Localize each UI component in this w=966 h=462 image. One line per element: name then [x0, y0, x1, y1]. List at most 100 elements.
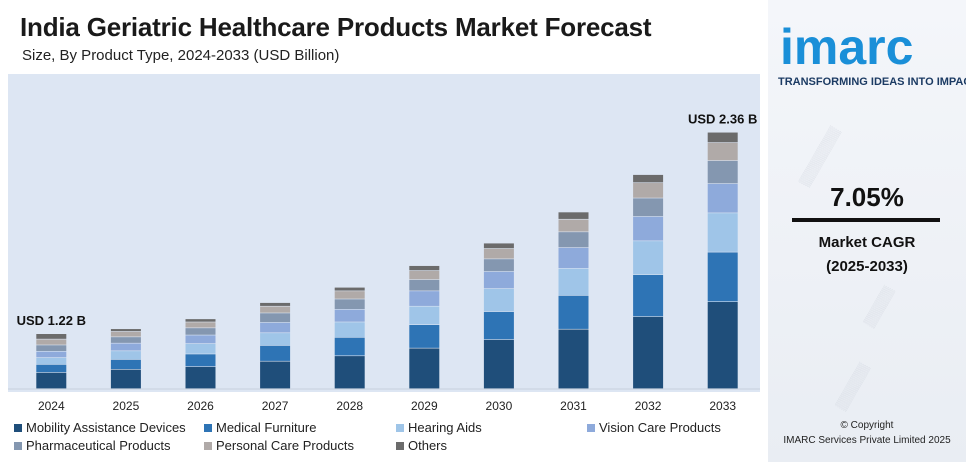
legend-swatch	[396, 441, 404, 450]
legend-label: Vision Care Products	[599, 420, 721, 435]
bar-segment-2031-6	[558, 219, 589, 232]
logo-text: imarc	[780, 19, 913, 74]
bar-segment-2025-7	[110, 329, 141, 332]
cagr-value: 7.05%	[830, 182, 904, 212]
legend-label: Personal Care Products	[216, 438, 355, 453]
bar-segment-2024-1	[36, 372, 67, 389]
x-tick-label-2030: 2030	[486, 399, 513, 413]
bar-segment-2024-4	[36, 351, 67, 358]
bar-segment-2032-5	[633, 198, 664, 217]
bar-segment-2031-1	[558, 329, 589, 389]
legend-item: Hearing Aids	[396, 420, 482, 435]
info-panel: ▒▒▒▒▒▒▒▒▒ ▒▒▒▒▒▒ ▒▒▒▒▒▒▒ imarc TRANSFORM…	[768, 0, 966, 462]
legend-item: Medical Furniture	[204, 420, 316, 435]
brand-tagline: TRANSFORMING IDEAS INTO IMPACT	[778, 76, 966, 88]
x-tick-label-2026: 2026	[187, 399, 214, 413]
bar-segment-2029-5	[409, 279, 440, 291]
bar-segment-2032-3	[633, 241, 664, 275]
bar-segment-2031-4	[558, 247, 589, 269]
x-tick-label-2028: 2028	[336, 399, 363, 413]
legend-swatch	[14, 441, 22, 450]
bar-segment-2033-4	[707, 183, 738, 213]
watermark-decoration: ▒▒▒▒▒▒▒▒▒	[798, 125, 843, 189]
bar-segment-2032-7	[633, 174, 664, 183]
bar-segment-2026-6	[185, 322, 216, 328]
legend-item: Vision Care Products	[587, 420, 721, 435]
bar-segment-2031-5	[558, 232, 589, 248]
bar-segment-2030-1	[483, 339, 514, 389]
bar-segment-2031-3	[558, 268, 589, 296]
bar-segment-2027-7	[260, 302, 291, 306]
cagr-label: Market CAGR	[818, 234, 916, 251]
bar-segment-2030-3	[483, 288, 514, 312]
bar-segment-2025-5	[110, 337, 141, 343]
bar-segment-2025-4	[110, 343, 141, 351]
x-tick-label-2024: 2024	[38, 399, 65, 413]
bar-segment-2032-1	[633, 316, 664, 389]
watermark-decoration: ▒▒▒▒▒▒▒	[834, 361, 872, 413]
legend-item: Personal Care Products	[204, 438, 354, 453]
chart-subtitle: Size, By Product Type, 2024-2033 (USD Bi…	[22, 47, 340, 64]
x-tick-label-2029: 2029	[411, 399, 438, 413]
copyright-line-1: © Copyright	[840, 420, 894, 431]
cagr-period: (2025-2033)	[826, 258, 908, 275]
legend-item: Pharmaceutical Products	[14, 438, 171, 453]
copyright-line-2: IMARC Services Private Limited 2025	[783, 435, 951, 446]
bar-segment-2026-2	[185, 354, 216, 367]
bar-segment-2030-2	[483, 311, 514, 340]
legend-label: Mobility Assistance Devices	[26, 420, 186, 435]
bar-segment-2027-3	[260, 333, 291, 346]
bar-segment-2033-7	[707, 132, 738, 143]
bar-segment-2030-7	[483, 243, 514, 249]
bar-segment-2025-1	[110, 369, 141, 389]
legend-label: Pharmaceutical Products	[26, 438, 171, 453]
bar-segment-2027-1	[260, 361, 291, 389]
bar-segment-2033-2	[707, 252, 738, 302]
bar-segment-2026-1	[185, 366, 216, 389]
bar-segment-2025-3	[110, 351, 141, 360]
bar-segment-2033-1	[707, 302, 738, 389]
bar-segment-2028-6	[334, 291, 365, 299]
watermark-decoration: ▒▒▒▒▒▒	[862, 284, 897, 330]
bar-segment-2027-5	[260, 313, 291, 323]
imarc-logo: imarc	[780, 19, 913, 74]
legend-label: Hearing Aids	[408, 420, 482, 435]
bar-segment-2024-5	[36, 345, 67, 351]
stacked-bar-chart: 2024 2025 2026 2027 2028 2029 2030 2031 2032 2033…	[8, 112, 760, 413]
bar-segment-2029-1	[409, 348, 440, 389]
bar-segment-2028-3	[334, 322, 365, 338]
bar-segment-2029-6	[409, 270, 440, 280]
bar-segment-2026-4	[185, 335, 216, 344]
bar-segment-2031-2	[558, 295, 589, 329]
annotation-2024: USD 1.22 B	[17, 313, 86, 328]
bar-segment-2028-7	[334, 287, 365, 291]
bar-segment-2033-6	[707, 142, 738, 161]
bar-segment-2029-3	[409, 306, 440, 325]
bar-segment-2033-3	[707, 213, 738, 252]
x-tick-label-2025: 2025	[113, 399, 140, 413]
bar-segment-2033-5	[707, 160, 738, 184]
bar-segment-2026-3	[185, 343, 216, 354]
bar-segment-2032-4	[633, 216, 664, 241]
bar-segment-2026-7	[185, 319, 216, 322]
x-tick-label-2032: 2032	[635, 399, 662, 413]
legend-swatch	[204, 423, 212, 432]
bar-segment-2032-2	[633, 274, 664, 317]
bar-segment-2025-6	[110, 331, 141, 337]
legend-swatch	[204, 441, 212, 450]
legend-swatch	[396, 423, 404, 432]
annotation-2033: USD 2.36 B	[688, 112, 757, 127]
bar-segment-2027-4	[260, 322, 291, 333]
bar-segment-2027-2	[260, 345, 291, 361]
legend-label: Medical Furniture	[216, 420, 317, 435]
bar-segment-2028-5	[334, 299, 365, 310]
bar-segment-2025-2	[110, 359, 141, 370]
bar-segment-2032-6	[633, 183, 664, 198]
legend-swatch	[14, 423, 22, 432]
bar-segment-2024-6	[36, 339, 67, 345]
bar-segment-2024-3	[36, 357, 67, 365]
bar-segment-2029-2	[409, 324, 440, 348]
bar-segment-2031-7	[558, 212, 589, 219]
cagr-divider	[792, 218, 940, 222]
